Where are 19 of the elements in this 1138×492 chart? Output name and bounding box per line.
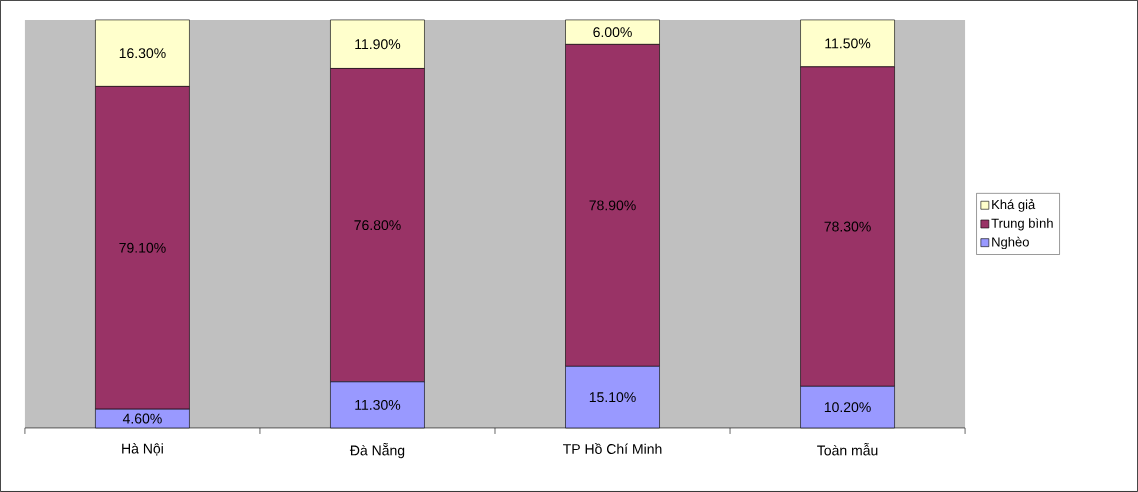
x-tick-label: Toàn mẫu [817,443,878,456]
data-label: 11.50% [825,38,871,49]
data-label: 11.30% [355,400,401,410]
data-label: 15.10% [589,392,636,403]
x-tick-label: Đà Nẵng [349,443,405,459]
data-label: 11.90% [355,39,401,50]
data-label: 10.20% [824,402,871,413]
legend-label: Trung bình [991,218,1053,231]
data-label: 79.10% [119,242,166,253]
x-tick-label: TP Hồ Chí Minh [563,443,662,455]
legend-label: Khá giả [992,199,1036,212]
data-label: 16.30% [119,48,166,59]
legend-label: Nghèo [992,236,1029,250]
data-label: 78.90% [589,200,636,211]
data-label: 76.80% [354,220,401,231]
x-tick-label: Hà Nội [122,443,163,456]
data-label: 78.30% [824,221,871,232]
data-label: 6.00% [593,27,632,38]
data-label: 4.60% [122,413,162,424]
